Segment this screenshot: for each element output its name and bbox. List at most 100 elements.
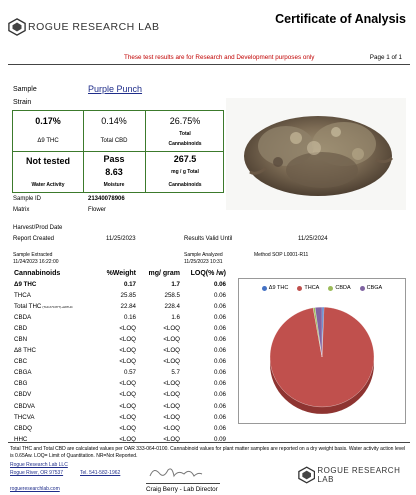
- legend-label: CBGA: [366, 285, 383, 291]
- mg-value: <LOQ: [163, 413, 180, 421]
- mg-value: <LOQ: [163, 380, 180, 388]
- footer-logo: ROGUE RESEARCH LAB: [298, 466, 416, 484]
- rrl-logo-icon: [298, 466, 316, 484]
- weight-value: <LOQ: [119, 391, 136, 399]
- table-row: CBD <LOQ <LOQ 0.06: [12, 323, 228, 334]
- loq-value: 0.06: [213, 358, 226, 366]
- sample-id-label: Sample ID: [13, 196, 42, 202]
- footer-divider: [8, 442, 410, 443]
- legend-label: Δ9 THC: [268, 285, 289, 291]
- moisture-status: Pass: [103, 154, 125, 164]
- header-divider: [8, 64, 410, 65]
- thc-value: 0.17%: [35, 116, 61, 126]
- mg-value: <LOQ: [163, 402, 180, 410]
- loq-value: 0.06: [213, 380, 226, 388]
- sample-label: Sample: [13, 86, 37, 93]
- formula-note: (THCA*0.877)+Δ9THC: [42, 305, 73, 310]
- page-number: Page 1 of 1: [369, 54, 402, 61]
- mg-value: <LOQ: [163, 325, 180, 333]
- footer-company[interactable]: Rogue Research Lab LLC: [10, 462, 68, 468]
- summary-box-top: 0.17% Δ9 THC 0.14% Total CBD 26.75% Tota…: [12, 110, 224, 152]
- table-row: THCA 25.85 258.5 0.06: [12, 290, 228, 301]
- cannabinoid-pie-chart: Δ9 THC THCA CBDA CBGA: [238, 278, 406, 424]
- footer-website[interactable]: rogueresearchlab.com: [10, 486, 60, 492]
- reported-value: 11/25/2023: [106, 236, 136, 242]
- water-label: Water Activity: [31, 182, 65, 188]
- legend-item: Δ9 THC: [261, 285, 289, 291]
- table-row: CBC <LOQ <LOQ 0.06: [12, 356, 228, 367]
- cannabinoid-name: CBDA: [14, 314, 32, 322]
- logo-text: ROGUE RESEARCH LAB: [28, 21, 160, 33]
- table-row: CBDQ <LOQ <LOQ 0.06: [12, 423, 228, 434]
- weight-value: <LOQ: [119, 424, 136, 432]
- method-value: Method SOP L0001-R11: [254, 252, 309, 258]
- mg-value: <LOQ: [163, 435, 180, 443]
- strain-label: Strain: [13, 99, 32, 106]
- header-cannabinoids: Cannabinoids: [14, 270, 61, 277]
- cannabinoid-name: THCA: [14, 292, 31, 300]
- page-title: Certificate of Analysis: [275, 12, 406, 26]
- header-weight: %Weight: [106, 270, 136, 277]
- cannabinoid-name: Δ9 THC: [14, 281, 37, 289]
- table-row: CBDV <LOQ <LOQ 0.06: [12, 389, 228, 400]
- table-row: Δ9 THC 0.17 1.7 0.06: [12, 279, 228, 290]
- pie-slice-3: [314, 306, 323, 358]
- director-signature-icon: [149, 468, 203, 478]
- table-row: CBN <LOQ <LOQ 0.06: [12, 334, 228, 345]
- pie-slice-1: [269, 306, 375, 408]
- mg-value: <LOQ: [163, 424, 180, 432]
- weight-value: 0.57: [123, 369, 136, 377]
- cannabinoid-name: HHC: [14, 435, 28, 443]
- header-logo: ROGUE RESEARCH LAB: [8, 18, 160, 36]
- loq-value: 0.09: [213, 435, 226, 443]
- mg-unit: mg / g Total: [171, 169, 199, 175]
- total-label-2: Cannabinoids: [168, 141, 202, 147]
- mg-value: 258.5: [164, 292, 180, 300]
- footer-tel[interactable]: Tel. 541-582-1962: [80, 470, 121, 476]
- pie-legend: Δ9 THC THCA CBDA CBGA: [239, 285, 405, 291]
- table-row: CBG <LOQ <LOQ 0.06: [12, 378, 228, 389]
- total-label-1: Total: [179, 131, 191, 137]
- cannabinoid-name: CBD: [14, 325, 28, 333]
- weight-value: 25.85: [120, 292, 136, 300]
- matrix-label: Matrix: [13, 207, 30, 213]
- cbd-value: 0.14%: [101, 116, 127, 126]
- weight-value: 0.17: [123, 281, 136, 289]
- rrl-logo-icon: [8, 18, 26, 36]
- legend-item: THCA: [297, 285, 319, 291]
- loq-value: 0.06: [213, 292, 226, 300]
- loq-value: 0.06: [213, 391, 226, 399]
- footer-note: Total THC and Total CBD are calculated v…: [10, 446, 406, 459]
- mg-label: Cannabinoids: [168, 182, 202, 188]
- legend-swatch: [297, 285, 303, 291]
- analyzed-label: Sample Analyzed: [184, 252, 223, 258]
- legend-item: CBGA: [359, 285, 383, 291]
- cannabis-flower-image: [244, 116, 394, 196]
- extracted-label: Sample Extracted: [13, 252, 53, 258]
- mg-value: 1.6: [171, 314, 180, 322]
- footer-city[interactable]: Rogue River, OR 97537: [10, 470, 64, 476]
- table-row: CBDA 0.16 1.6 0.06: [12, 312, 228, 323]
- summary-box-bottom: Not tested Water Activity Pass 8.63 Mois…: [12, 151, 224, 193]
- cannabinoid-name: CBDV: [14, 391, 32, 399]
- moisture-value: 8.63: [105, 167, 123, 177]
- sample-photo: [226, 98, 406, 210]
- header-mg: mg/ gram: [148, 270, 180, 277]
- cannabinoid-name: CBDVA: [14, 402, 35, 410]
- loq-value: 0.06: [213, 281, 226, 289]
- cannabinoid-name: Δ8 THC: [14, 347, 37, 355]
- table-header-row: Cannabinoids %Weight mg/ gram LOQ(% /w): [12, 270, 228, 279]
- legend-label: THCA: [304, 285, 320, 291]
- mg-value: <LOQ: [163, 347, 180, 355]
- cannabinoid-name: CBDQ: [14, 424, 32, 432]
- moisture-label: Moisture: [103, 182, 125, 188]
- table-row: HHC <LOQ <LOQ 0.09: [12, 434, 228, 445]
- sample-id-value: 21340078906: [88, 196, 125, 202]
- signature-line: [146, 483, 220, 484]
- mg-value: 267.5: [173, 154, 197, 164]
- cannabinoid-table: Cannabinoids %Weight mg/ gram LOQ(% /w) …: [12, 270, 228, 445]
- loq-value: 0.06: [213, 314, 226, 322]
- strain-value: Purple Punch: [88, 84, 143, 94]
- legend-swatch: [328, 285, 334, 291]
- table-row: Total THC(THCA*0.877)+Δ9THC 22.84 228.4 0.0…: [12, 301, 228, 312]
